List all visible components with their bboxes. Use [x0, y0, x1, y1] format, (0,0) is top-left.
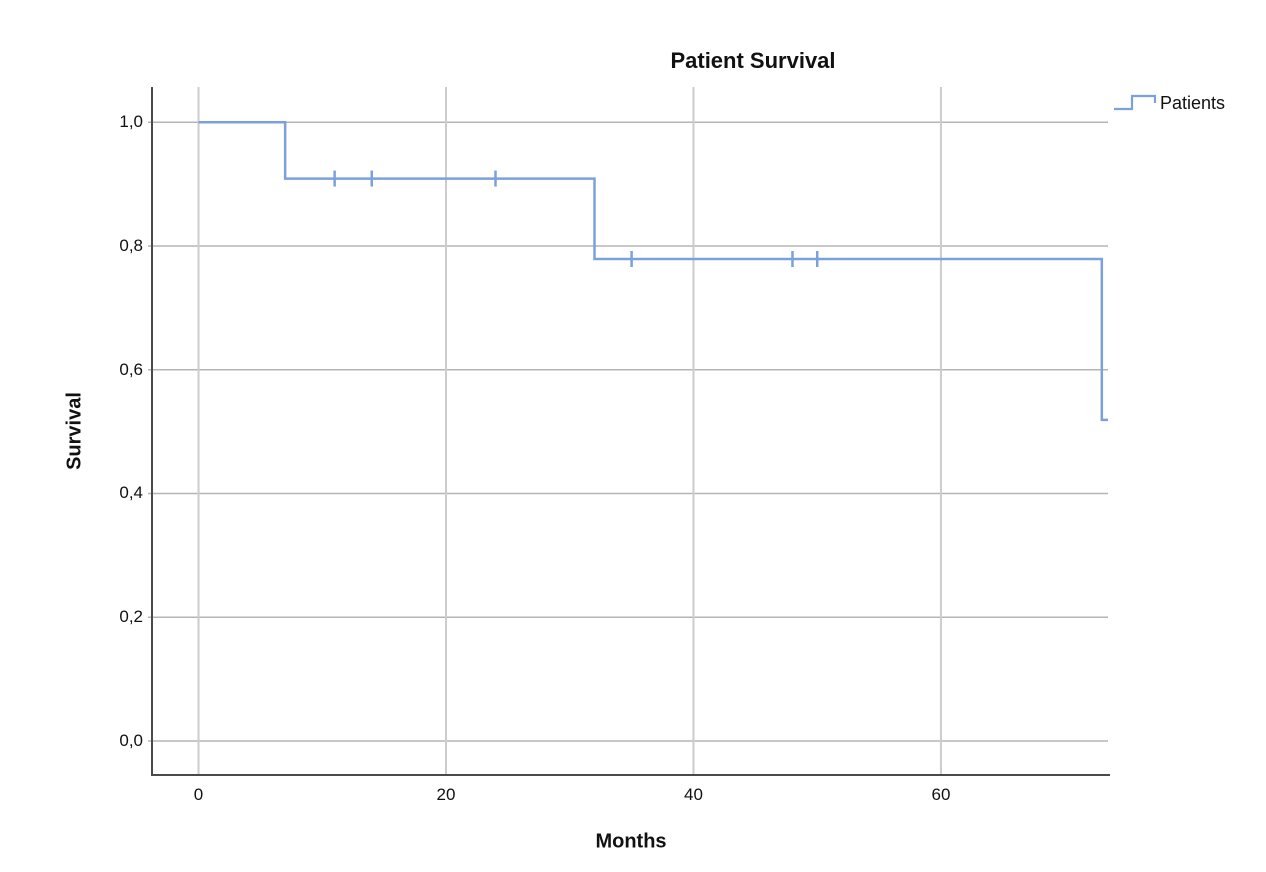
x-tick-label: 60 — [931, 785, 951, 804]
legend-label: Patients — [1160, 92, 1226, 113]
legend: Patients — [1112, 92, 1225, 114]
x-tick-label: 20 — [436, 785, 456, 804]
y-tick-label: 0,6 — [119, 359, 143, 379]
x-tick-label: 0 — [193, 785, 204, 804]
chart-title: Patient Survival — [670, 48, 836, 73]
x-axis-title: Months — [595, 830, 667, 853]
y-axis-title: Survival — [63, 392, 86, 470]
x-tick-label: 40 — [684, 785, 703, 804]
survival-step-curve — [198, 121, 1108, 422]
y-tick-label: 0,0 — [119, 730, 143, 750]
step-line-icon — [1114, 94, 1157, 111]
y-tick-label: 1,0 — [119, 112, 143, 132]
y-tick-label: 0,2 — [119, 607, 143, 627]
y-tick-label: 0,8 — [119, 236, 143, 255]
y-tick-label: 0,4 — [119, 483, 143, 503]
